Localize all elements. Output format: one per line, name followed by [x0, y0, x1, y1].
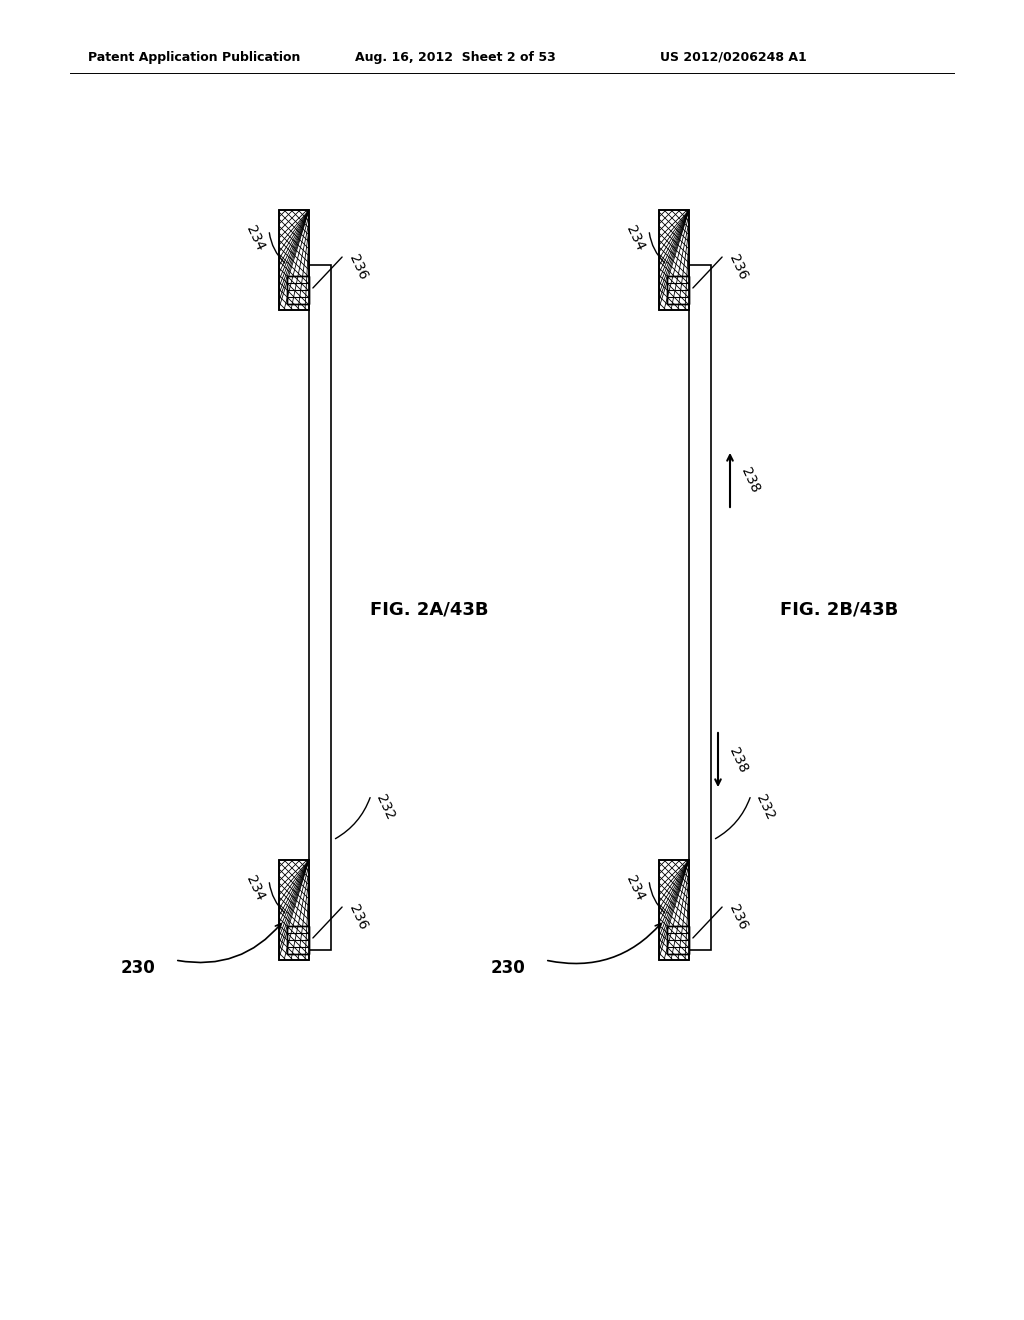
Bar [287, 927, 309, 954]
Text: 232: 232 [373, 792, 396, 822]
Text: 236: 236 [726, 902, 750, 932]
Bar [287, 276, 309, 304]
Text: FIG. 2B/43B: FIG. 2B/43B [780, 601, 898, 619]
Bar [667, 276, 689, 304]
Bar [309, 265, 331, 950]
Bar [279, 861, 309, 960]
Text: Aug. 16, 2012  Sheet 2 of 53: Aug. 16, 2012 Sheet 2 of 53 [355, 50, 556, 63]
Bar [667, 927, 689, 954]
Bar [659, 861, 689, 960]
Text: 238: 238 [738, 465, 762, 495]
Text: 234: 234 [624, 223, 647, 252]
Bar [667, 927, 689, 954]
Text: 236: 236 [726, 252, 750, 282]
Text: 230: 230 [490, 960, 525, 977]
Bar [659, 861, 689, 960]
Bar [279, 210, 309, 310]
Text: 236: 236 [346, 252, 370, 282]
Text: 234: 234 [244, 873, 267, 903]
Text: Patent Application Publication: Patent Application Publication [88, 50, 300, 63]
Bar [279, 210, 309, 310]
Bar [659, 210, 689, 310]
Text: 236: 236 [346, 902, 370, 932]
Text: 238: 238 [726, 744, 750, 775]
Bar [689, 265, 711, 950]
Text: US 2012/0206248 A1: US 2012/0206248 A1 [660, 50, 807, 63]
Text: 232: 232 [753, 792, 777, 822]
Text: 230: 230 [120, 960, 155, 977]
Bar [279, 861, 309, 960]
Text: FIG. 2A/43B: FIG. 2A/43B [370, 601, 488, 619]
Bar [659, 210, 689, 310]
Bar [287, 927, 309, 954]
Bar [287, 276, 309, 304]
Text: 234: 234 [624, 873, 647, 903]
Bar [667, 276, 689, 304]
Text: 234: 234 [244, 223, 267, 252]
